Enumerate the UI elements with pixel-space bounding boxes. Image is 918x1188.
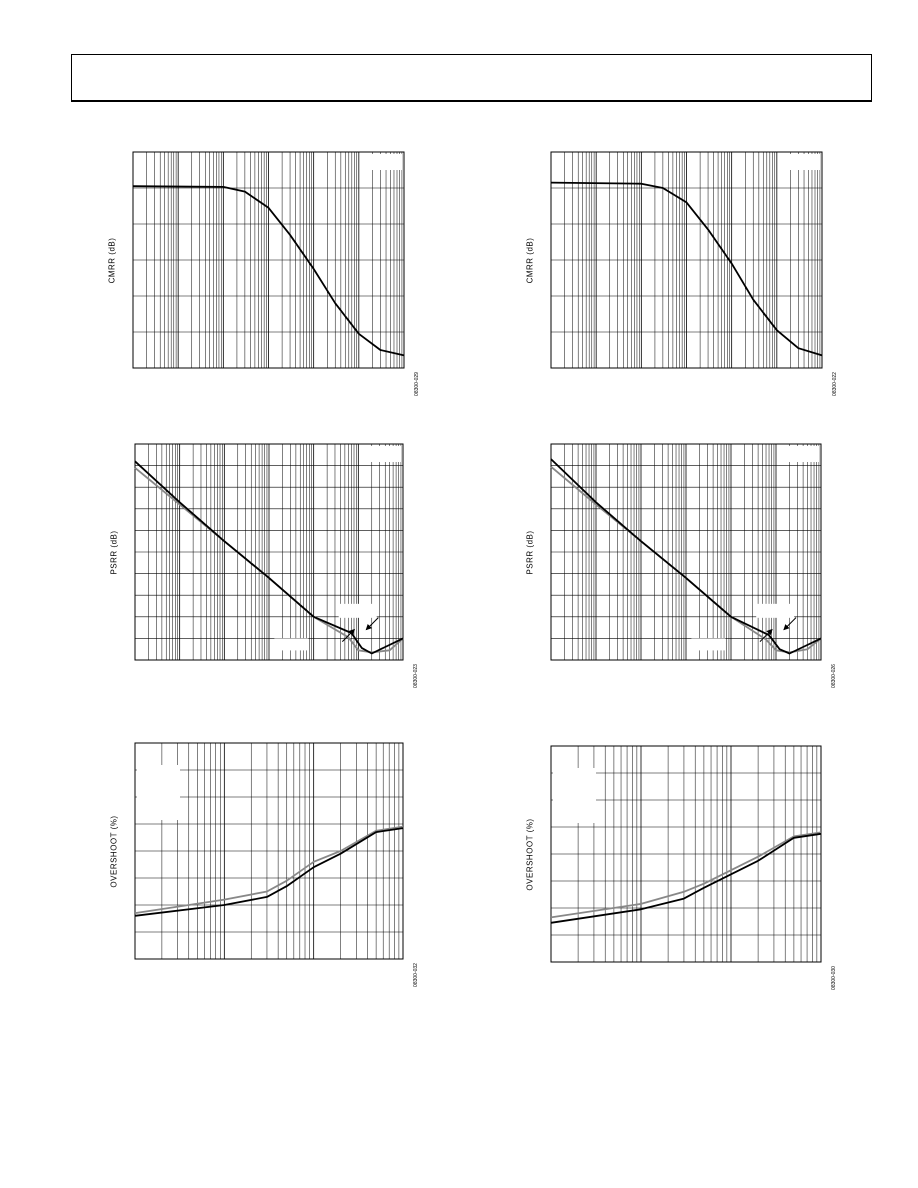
series-line — [134, 460, 404, 655]
legend-box — [780, 154, 820, 170]
chart-svg — [132, 151, 405, 369]
chart-panel-2: CMRR (dB) 08300-022 — [518, 145, 898, 435]
legend-box — [338, 603, 377, 618]
chart-panel-5: OVERSHOOT (%) 08300-032 — [100, 737, 480, 1027]
chart-svg — [134, 742, 404, 960]
chart-panel-3: PSRR (dB) 08300-023 — [100, 438, 480, 728]
arrow-icon — [365, 617, 379, 631]
plot-frame — [132, 151, 405, 369]
legend-box — [553, 768, 596, 823]
chart-panel-4: PSRR (dB) 08300-026 — [518, 438, 898, 728]
y-axis-label: PSRR (dB) — [109, 529, 119, 575]
plot-frame — [134, 443, 404, 661]
figure-id: 08300-029 — [413, 372, 420, 396]
series-line — [550, 831, 822, 919]
legend-box — [779, 446, 819, 462]
y-axis-label: CMRR (dB) — [107, 237, 117, 283]
series-line — [134, 825, 404, 914]
figure-id: 08300-026 — [830, 664, 837, 688]
plot-frame — [550, 151, 823, 369]
plot-frame — [550, 443, 822, 661]
figure-id: 08300-023 — [412, 664, 419, 688]
legend-box — [361, 446, 401, 462]
series-line — [550, 181, 823, 357]
plot-frame — [134, 742, 404, 960]
legend-box — [691, 638, 726, 651]
series-line — [550, 832, 822, 924]
figure-id: 08300-030 — [830, 966, 837, 990]
chart-svg — [134, 443, 404, 661]
legend-box — [362, 154, 402, 170]
y-axis-label: PSRR (dB) — [525, 529, 535, 575]
arrow-icon — [341, 628, 356, 642]
series-line — [132, 185, 405, 357]
y-axis-label: OVERSHOOT (%) — [109, 814, 119, 888]
figure-id: 08300-022 — [831, 372, 838, 396]
chart-svg — [550, 151, 823, 369]
figure-id: 08300-032 — [412, 963, 419, 987]
legend-box — [137, 765, 180, 820]
chart-svg — [550, 443, 822, 661]
series-line — [134, 827, 404, 917]
chart-svg — [550, 745, 822, 963]
series-line — [550, 458, 822, 655]
y-axis-label: CMRR (dB) — [525, 237, 535, 283]
chart-panel-6: OVERSHOOT (%) 08300-030 — [518, 740, 898, 1030]
plot-frame — [550, 745, 822, 963]
arrow-icon — [759, 628, 773, 642]
arrow-icon — [783, 617, 797, 631]
page-header-box — [71, 54, 872, 102]
y-axis-label: OVERSHOOT (%) — [525, 817, 535, 891]
chart-panel-1: CMRR (dB) 08300-029 — [100, 145, 480, 435]
legend-box — [756, 603, 795, 618]
legend-box — [274, 638, 309, 651]
